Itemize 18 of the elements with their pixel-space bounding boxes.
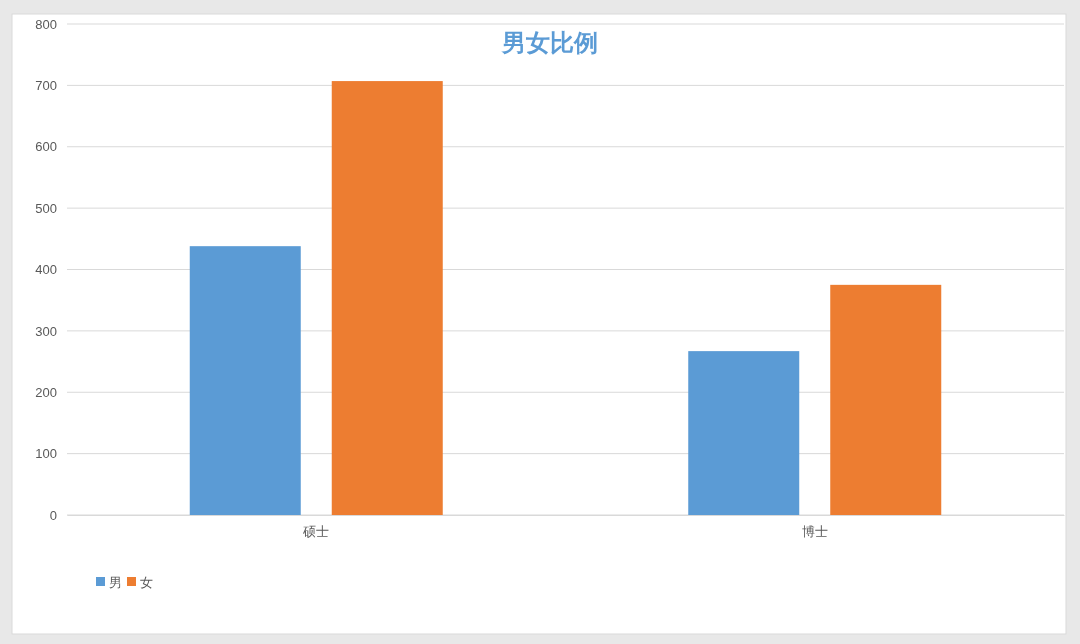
bar [189, 246, 301, 515]
bar [688, 351, 800, 515]
x-tick-label: 博士 [801, 524, 828, 540]
y-tick-label: 700 [35, 78, 57, 94]
legend-label: 女 [140, 575, 153, 590]
y-tick-label: 200 [35, 384, 57, 400]
y-tick-label: 500 [35, 200, 57, 216]
y-tick-label: 100 [35, 446, 57, 462]
bar [830, 284, 942, 515]
y-tick-label: 800 [35, 16, 57, 32]
y-tick-label: 0 [49, 507, 57, 523]
y-tick-label: 600 [35, 139, 57, 155]
y-tick-label: 400 [35, 262, 57, 278]
legend-label: 男 [109, 575, 122, 590]
bar [331, 81, 443, 515]
y-tick-label: 300 [35, 323, 57, 339]
chart-title: 男女比例 [501, 29, 598, 57]
x-tick-label: 硕士 [302, 524, 330, 540]
